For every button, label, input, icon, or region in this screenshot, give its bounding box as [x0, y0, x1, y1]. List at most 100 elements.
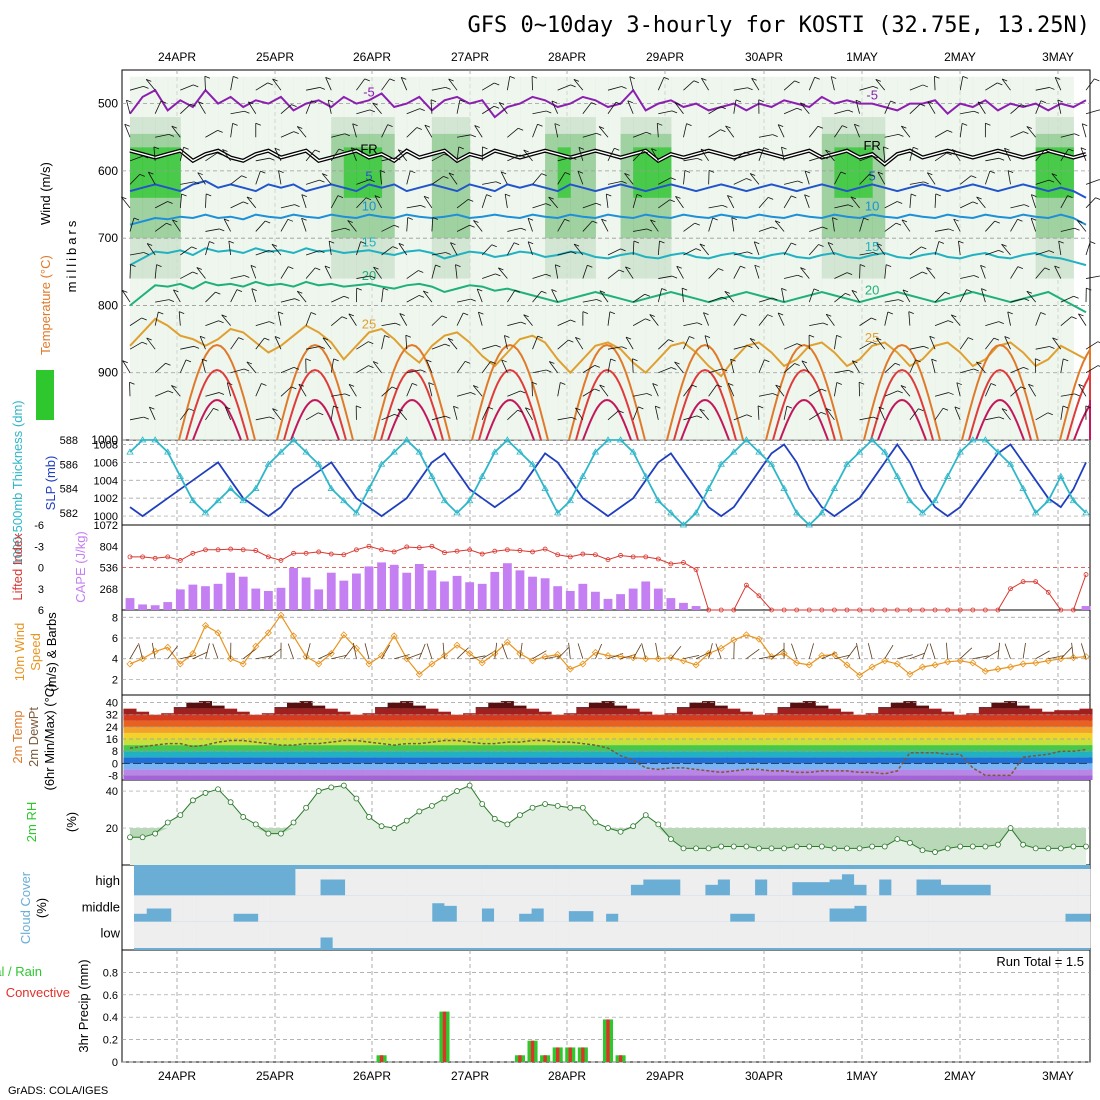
- wind-speed-marker: [893, 660, 901, 668]
- rh-shade-cell: [909, 76, 923, 441]
- wind-barb: [507, 409, 518, 421]
- rh-shade-cell: [167, 147, 181, 198]
- thickness-marker: [1019, 484, 1027, 491]
- rh-shade-cell: [532, 76, 546, 441]
- temp-band-cell: [739, 720, 753, 727]
- rh2m-axis-label: 2m RH: [24, 802, 39, 842]
- temp-band-cell: [664, 732, 678, 740]
- thickness-marker: [642, 472, 650, 479]
- temp-band-cell: [249, 775, 263, 780]
- cape-bar: [238, 576, 248, 610]
- temp-band-cell: [249, 757, 263, 764]
- rh-shade-cell: [683, 76, 697, 441]
- temp-band-cell: [1066, 757, 1080, 764]
- cloud-clear-cell: [1052, 895, 1066, 922]
- rh-marker: [265, 830, 272, 837]
- rh-marker: [202, 790, 209, 796]
- thickness-marker: [1044, 496, 1052, 504]
- wind-barb: [960, 275, 974, 279]
- wind-barb: [1085, 341, 1099, 350]
- temp-band-cell: [790, 720, 804, 727]
- temp-band-cell: [576, 769, 590, 776]
- cloud-clear-cell: [692, 921, 706, 948]
- wind-barb: [859, 174, 870, 185]
- wind-barb-flag: [272, 78, 278, 82]
- wind-barb-flag: [900, 385, 907, 388]
- warm-isotherm-arc: [478, 368, 542, 441]
- temp-band-cell: [538, 775, 552, 780]
- wind-barb: [775, 384, 785, 397]
- wind-barb-flag: [1048, 250, 1055, 254]
- wind-barb-flag: [621, 346, 627, 350]
- wind-barb-flag: [193, 84, 199, 88]
- thickness-marker: [767, 460, 776, 467]
- rh-shade-cell: [482, 76, 496, 441]
- wind-barb: [406, 295, 420, 303]
- wind-barb: [633, 131, 647, 138]
- wind-barb: [675, 196, 684, 209]
- rh-marker: [479, 801, 486, 807]
- wind-barb: [1085, 241, 1091, 256]
- surface-wind-barb: [997, 642, 1001, 659]
- wind-speed-marker: [642, 655, 650, 663]
- wind-barb: [708, 106, 721, 115]
- temp-band-cell: [551, 775, 565, 780]
- wind-barb: [129, 217, 135, 232]
- temp-band-cell: [161, 775, 175, 780]
- wind-speed-marker: [415, 670, 423, 678]
- temp-band-cell: [551, 751, 565, 758]
- wind-barb: [877, 171, 886, 185]
- wind-barb-flag: [428, 382, 434, 386]
- warm-isotherm-arc: [485, 398, 535, 441]
- wind-barb: [958, 241, 961, 256]
- temp-band-cell: [626, 732, 640, 740]
- wind-speed-marker: [705, 649, 713, 658]
- temp-band-cell: [249, 763, 263, 770]
- temp-band-cell: [815, 705, 829, 709]
- wind-barb: [884, 311, 889, 326]
- wind-barb-flag: [1078, 313, 1084, 317]
- wind-barb: [1026, 290, 1036, 303]
- cape-bar: [628, 588, 638, 610]
- temp-band-cell: [903, 775, 917, 780]
- wind-speed-line: [129, 614, 1087, 677]
- temp-band-cell: [1003, 720, 1018, 727]
- thickness-marker: [805, 521, 813, 528]
- cloud-clear-cell: [841, 869, 855, 875]
- wind-barb-flag: [863, 217, 869, 221]
- wind-barb: [632, 240, 635, 256]
- wind-barb-flag: [746, 414, 752, 418]
- wind-barb-flag: [895, 222, 902, 226]
- wind-barb: [909, 181, 924, 185]
- wind-barb-flag: [615, 101, 622, 105]
- temp-band-cell: [1016, 708, 1030, 715]
- wind-barb-flag: [269, 157, 275, 161]
- rh-marker: [1045, 845, 1052, 852]
- wind-barb-flag: [923, 345, 929, 349]
- thickness-tick-label: 582: [60, 508, 78, 520]
- wind-barb-flag: [490, 361, 496, 364]
- thickness-marker: [730, 448, 738, 455]
- wind-barb-flag: [233, 76, 239, 79]
- wind-barb-flag: [473, 220, 479, 223]
- temp-band-cell: [676, 751, 691, 758]
- wind-barb-flag: [141, 341, 148, 345]
- wind-barb-flag: [1023, 366, 1029, 370]
- temp-band-cell: [425, 769, 439, 776]
- temp-band-cell: [727, 763, 741, 770]
- cape-axis-label: CAPE (J/kg): [73, 531, 88, 603]
- temp-band-cell: [312, 745, 326, 752]
- cloud-clear-cell: [320, 921, 333, 938]
- wind-barb: [758, 393, 773, 397]
- temp-band-cell: [588, 702, 602, 709]
- wind-barb: [985, 321, 999, 327]
- temp-band-cell: [463, 732, 477, 740]
- temp-band-cell: [941, 739, 955, 746]
- wind-barb: [804, 170, 810, 185]
- thickness-marker: [327, 484, 335, 491]
- temp-band-cell: [639, 745, 653, 752]
- temp-band-cell: [236, 714, 250, 721]
- wind-barb-flag: [898, 299, 904, 303]
- temp-band-cell: [337, 745, 351, 752]
- cloud-clear-cell: [903, 869, 917, 896]
